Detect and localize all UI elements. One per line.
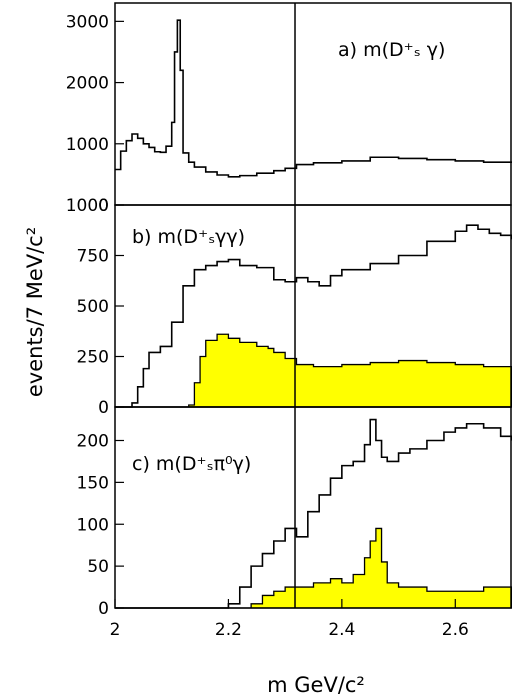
panel-c-filled-histogram (115, 527, 512, 609)
xtick-label: 2.6 (442, 620, 469, 640)
panel-a-histogram-line (115, 19, 512, 178)
panel-c-ytick-label: 150 (77, 473, 109, 493)
panel-b-ytick-label: 0 (98, 398, 109, 418)
panel-c-ytick-label: 50 (87, 557, 109, 577)
panel-b-ytick-label: 750 (77, 247, 109, 267)
panel-b-histogram-line (115, 224, 512, 408)
panel-a-ytick-label: 0 (98, 196, 109, 216)
panel-c-ytick-label: 200 (77, 432, 109, 452)
panel-a-ytick-label: 2000 (66, 74, 109, 94)
panel-a-label: a) m(D⁺ₛ γ) (338, 39, 445, 61)
xtick-label: 2.2 (215, 620, 242, 640)
panel-b-filled-histogram (115, 333, 512, 408)
panel-c-frame (114, 406, 512, 609)
panel-b-ytick-label: 500 (77, 297, 109, 317)
xtick-label: 2.4 (328, 620, 355, 640)
x-axis-title: m GeV/c² (267, 673, 365, 697)
panel-b-ytick-label: 1000 (66, 196, 109, 216)
panel-c-ytick-label: 100 (77, 515, 109, 535)
panel-c-histogram-line (115, 418, 512, 609)
panel-b-ytick-label: 250 (77, 348, 109, 368)
panel-a-ytick-label: 3000 (66, 12, 109, 32)
xtick-label: 2 (110, 620, 121, 640)
panel-c-ytick-label: 0 (98, 599, 109, 619)
panel-c-label: c) m(D⁺ₛπ⁰γ) (132, 453, 251, 475)
panel-a-ytick-label: 1000 (66, 135, 109, 155)
panel-b-label: b) m(D⁺ₛγγ) (132, 226, 245, 248)
y-axis-title: events/7 MeV/c² (23, 227, 47, 397)
